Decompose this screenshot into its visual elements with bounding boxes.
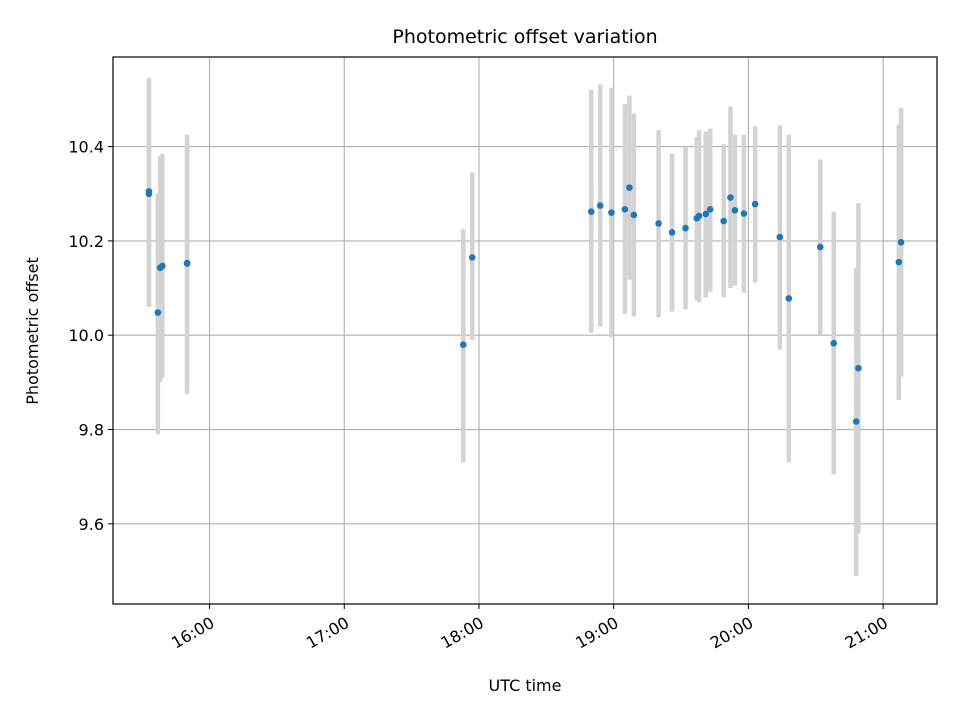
- chart-title: Photometric offset variation: [392, 26, 657, 48]
- data-point: [608, 209, 615, 216]
- x-axis-label: UTC time: [489, 676, 562, 695]
- data-point: [855, 364, 862, 372]
- y-tick-label: 9.6: [79, 515, 104, 534]
- data-point: [830, 339, 838, 347]
- data-point: [776, 233, 784, 241]
- y-axis-ticks: 9.6 9.8 10.0 10.2 10.4: [68, 138, 113, 534]
- x-axis-ticks: 16:00 17:00 18:00 19:00 20:00 21:00: [168, 604, 891, 653]
- grid-lines: [113, 57, 937, 604]
- data-point: [706, 206, 714, 213]
- data-point: [621, 206, 629, 213]
- y-tick-label: 10.2: [68, 232, 104, 251]
- data-point: [159, 262, 166, 270]
- x-tick-label: 17:00: [303, 613, 352, 653]
- data-points: [145, 184, 905, 425]
- data-point: [145, 188, 153, 195]
- x-tick-label: 16:00: [168, 613, 217, 653]
- data-point: [727, 194, 734, 201]
- data-point: [695, 212, 703, 220]
- error-bars: [146, 78, 904, 576]
- data-point: [740, 210, 748, 217]
- x-tick-label: 18:00: [438, 613, 487, 653]
- y-tick-label: 10.4: [68, 138, 104, 157]
- x-tick-label: 20:00: [707, 613, 756, 653]
- x-tick-label: 21:00: [842, 613, 891, 653]
- data-point: [596, 202, 604, 209]
- plot-frame: [112, 56, 938, 605]
- x-tick-label: 19:00: [572, 613, 621, 653]
- data-point: [154, 309, 162, 316]
- data-point: [630, 211, 638, 219]
- data-point: [751, 200, 759, 208]
- data-point: [785, 295, 793, 302]
- y-axis-label: Photometric offset: [23, 257, 42, 405]
- data-point: [682, 224, 689, 232]
- data-point: [720, 217, 728, 225]
- data-point: [468, 254, 476, 261]
- data-point: [895, 258, 903, 266]
- data-point: [459, 341, 467, 348]
- data-point: [626, 184, 633, 191]
- data-point: [183, 259, 191, 267]
- data-point: [816, 243, 824, 251]
- data-point: [655, 220, 662, 227]
- y-tick-label: 10.0: [68, 326, 104, 345]
- data-point: [668, 229, 676, 236]
- data-point: [731, 206, 739, 214]
- data-point: [852, 418, 860, 425]
- y-tick-label: 9.8: [79, 421, 104, 440]
- data-point: [702, 210, 710, 218]
- data-point: [897, 239, 905, 246]
- data-point: [587, 208, 595, 215]
